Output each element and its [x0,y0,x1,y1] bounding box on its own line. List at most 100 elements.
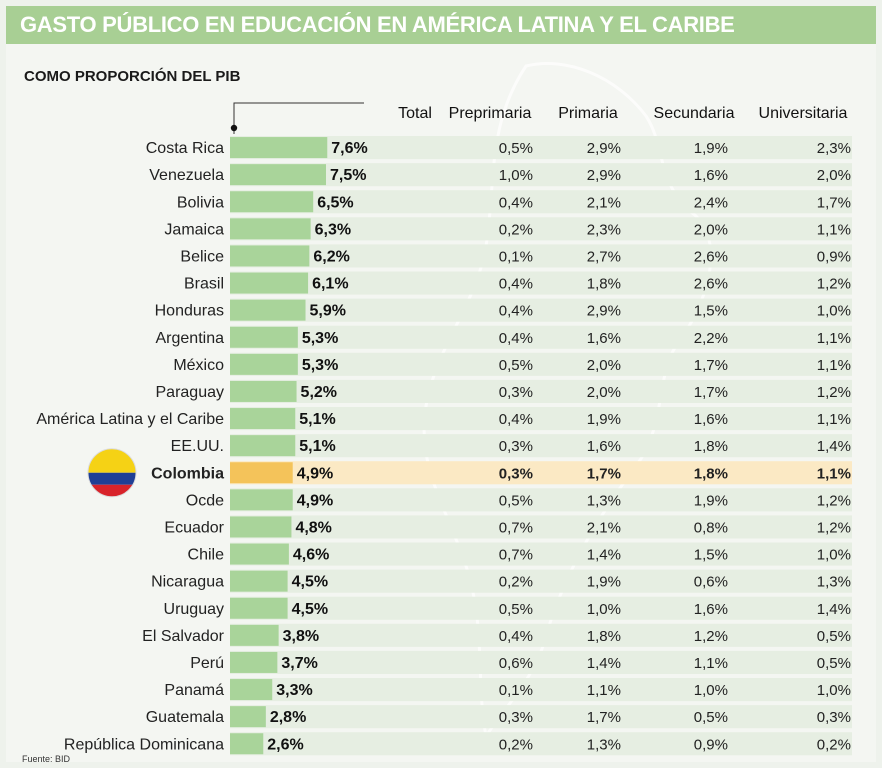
total-bar [230,624,279,646]
header-connector-dot [230,124,238,132]
cell-preprimaria: 0,2% [499,221,533,238]
cell-secundaria: 0,5% [694,709,728,726]
total-bar [230,137,328,159]
total-value-label: 6,5% [317,194,353,211]
country-label: Colombia [151,465,224,482]
cell-universitaria: 1,2% [817,276,851,293]
cell-preprimaria: 0,6% [499,655,533,672]
total-bar [230,733,264,755]
cell-universitaria: 1,4% [817,601,851,618]
column-header-preprimaria: Preprimaria [449,105,532,122]
row-stripe [230,136,852,160]
cell-primaria: 1,9% [587,411,621,428]
cell-universitaria: 1,1% [817,411,851,428]
country-label: Ecuador [164,519,224,536]
country-label: Jamaica [164,221,224,238]
row-stripe [230,244,852,268]
chart-subtitle: COMO PROPORCIÓN DEL PIB [24,68,241,85]
total-value-label: 7,5% [330,167,366,184]
cell-secundaria: 1,9% [694,492,728,509]
cell-preprimaria: 0,5% [499,492,533,509]
row-stripe [230,732,852,756]
total-value-label: 6,2% [313,248,349,265]
row-stripe [230,379,852,403]
total-bar [230,462,293,484]
row-stripe [230,623,852,647]
cell-primaria: 2,7% [587,248,621,265]
cell-universitaria: 2,3% [817,140,851,157]
cell-secundaria: 1,6% [694,167,728,184]
total-bar [230,489,293,511]
total-bar [230,353,298,375]
cell-secundaria: 2,4% [694,194,728,211]
row-stripe [230,407,852,431]
country-label: Panamá [164,682,224,699]
total-value-label: 4,5% [292,601,328,618]
cell-primaria: 2,9% [587,167,621,184]
total-bar [230,408,296,430]
cell-preprimaria: 0,3% [499,465,533,482]
country-label: Bolivia [177,194,224,211]
row-stripe [230,461,852,485]
cell-preprimaria: 0,4% [499,303,533,320]
column-header-total: Total [398,105,432,122]
cell-universitaria: 1,2% [817,492,851,509]
cell-universitaria: 1,0% [817,303,851,320]
cell-preprimaria: 0,4% [499,194,533,211]
country-label: Perú [190,655,224,672]
row-stripe [230,542,852,566]
cell-secundaria: 1,6% [694,601,728,618]
total-value-label: 6,3% [315,221,351,238]
total-value-label: 2,8% [270,709,306,726]
total-bar [230,380,297,402]
cell-universitaria: 1,2% [817,384,851,401]
country-label: Ocde [186,492,224,509]
row-stripe [230,217,852,241]
cell-primaria: 1,8% [587,628,621,645]
column-header-secundaria: Secundaria [654,105,735,122]
chart-title: GASTO PÚBLICO EN EDUCACIÓN EN AMÉRICA LA… [20,12,735,37]
country-label: Uruguay [164,601,224,618]
cell-secundaria: 2,6% [694,276,728,293]
cell-universitaria: 1,3% [817,574,851,591]
country-label: Nicaragua [151,574,224,591]
cell-universitaria: 2,0% [817,167,851,184]
cell-universitaria: 1,0% [817,547,851,564]
cell-preprimaria: 0,7% [499,547,533,564]
cell-primaria: 1,6% [587,330,621,347]
colombia-flag-icon [87,448,137,498]
cell-preprimaria: 0,5% [499,601,533,618]
country-label: El Salvador [142,628,224,645]
row-stripe [230,515,852,539]
cell-preprimaria: 0,3% [499,709,533,726]
column-header-universitaria: Universitaria [759,105,848,122]
total-bar [230,435,296,457]
cell-secundaria: 0,6% [694,574,728,591]
country-label: Guatemala [146,709,224,726]
row-stripe [230,352,852,376]
total-value-label: 5,1% [299,438,335,455]
total-value-label: 2,6% [267,736,303,753]
cell-preprimaria: 0,2% [499,736,533,753]
cell-secundaria: 1,6% [694,411,728,428]
country-label: EE.UU. [171,438,224,455]
cell-universitaria: 1,4% [817,438,851,455]
cell-primaria: 2,0% [587,357,621,374]
cell-primaria: 1,3% [587,736,621,753]
total-bar [230,597,288,619]
cell-universitaria: 1,1% [817,330,851,347]
cell-primaria: 1,0% [587,601,621,618]
cell-secundaria: 2,0% [694,221,728,238]
cell-universitaria: 1,1% [817,221,851,238]
cell-primaria: 2,9% [587,303,621,320]
infographic: GASTO PÚBLICO EN EDUCACIÓN EN AMÉRICA LA… [6,6,876,764]
total-value-label: 5,3% [302,330,338,347]
cell-preprimaria: 0,3% [499,384,533,401]
total-bar [230,706,266,728]
country-label: Costa Rica [146,140,224,157]
total-value-label: 3,8% [283,628,319,645]
cell-preprimaria: 0,5% [499,140,533,157]
row-stripe [230,325,852,349]
total-value-label: 7,6% [331,140,367,157]
country-label: México [173,357,224,374]
